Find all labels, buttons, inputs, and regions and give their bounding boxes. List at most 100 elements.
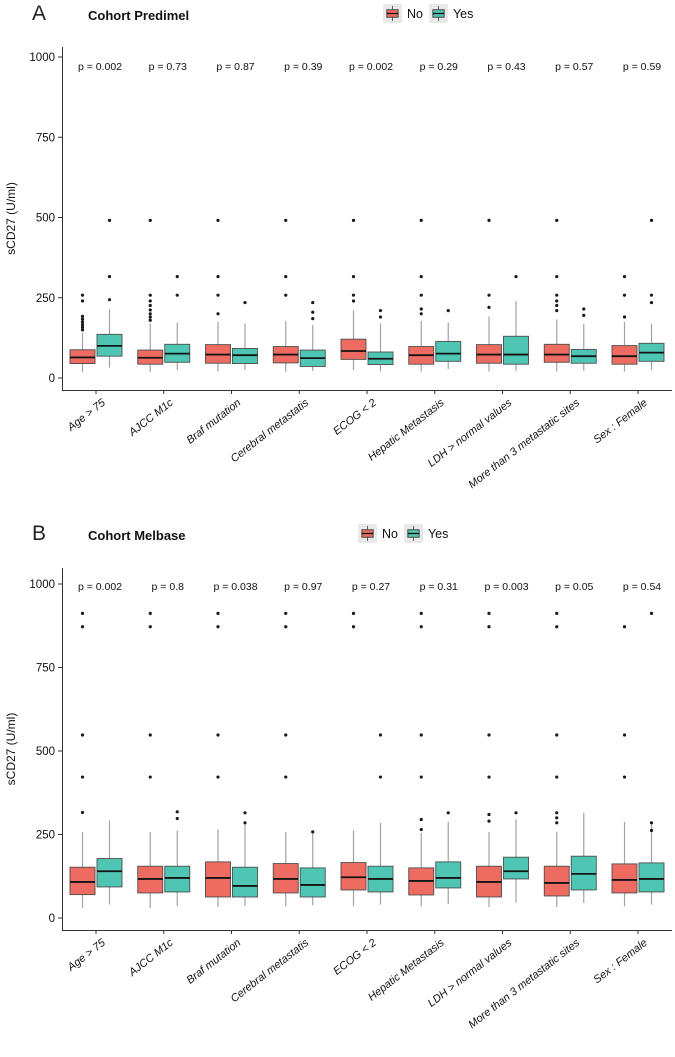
outlier-dot [419, 274, 423, 279]
x-category-label: ECOG < 2 [331, 397, 379, 438]
outlier-dot [378, 315, 383, 319]
outlier-dot [216, 218, 220, 222]
panel-title-b: Cohort Melbase [88, 528, 186, 543]
outlier-dot [649, 611, 654, 615]
outlier-dot [148, 299, 152, 303]
outlier-dot [80, 625, 85, 629]
outlier-dot [107, 298, 112, 302]
outlier-dot [216, 625, 220, 629]
outlier-dot [80, 328, 85, 332]
y-axis-title: sCD27 (U/ml) [4, 713, 18, 786]
legend-label-no: No [407, 6, 423, 21]
outlier-dot [284, 293, 288, 297]
y-tick-label: 0 [49, 373, 55, 385]
outlier-dot [419, 817, 423, 822]
boxplot-key-yes-icon [403, 524, 423, 543]
outlier-dot [148, 293, 152, 297]
y-tick-label: 500 [36, 213, 55, 225]
box-yes [164, 865, 191, 893]
box-no [611, 863, 638, 894]
box-yes [435, 861, 462, 889]
outlier-dot [311, 317, 315, 321]
outlier-dot [107, 274, 112, 279]
outlier-dot [216, 733, 220, 737]
outlier-dot [622, 315, 627, 319]
outlier-dot [487, 819, 491, 823]
outlier-dot [487, 812, 491, 817]
x-category-label: AJCC M1c [126, 397, 176, 440]
box-no [340, 862, 367, 891]
outlier-dot [419, 293, 423, 297]
outlier-dot [419, 775, 423, 779]
outlier-dot [148, 318, 152, 322]
outlier-dot [148, 303, 152, 308]
outlier-dot [311, 830, 315, 834]
outlier-dot [148, 611, 152, 615]
outlier-dot [622, 274, 627, 279]
boxplot-chart-b: 0 250 500 750 1000 sCD27 (U/ml) p = 0.002 Age >… [4, 568, 672, 1031]
outlier-dot [80, 314, 85, 318]
y-tick-label: 1000 [29, 579, 55, 591]
p-value-label: p = 0.87 [216, 61, 254, 73]
outlier-dot [487, 293, 491, 297]
outlier-dot [555, 293, 559, 297]
y-tick-label: 1000 [29, 52, 55, 64]
p-value-label: p = 0.59 [623, 61, 661, 73]
outlier-dot [514, 274, 518, 279]
legend-b: No Yes [358, 524, 448, 543]
p-value-label: p = 0.97 [284, 581, 322, 593]
outlier-dot [582, 313, 586, 318]
box-yes [503, 335, 529, 365]
outlier-dot [243, 300, 247, 305]
x-category-label: Braf mutation [184, 937, 243, 987]
outlier-dot [649, 300, 654, 305]
box-yes [96, 858, 123, 888]
outlier-dot [378, 733, 383, 737]
outlier-dot [351, 625, 356, 629]
outlier-dot [284, 775, 288, 779]
outlier-dot [284, 218, 288, 222]
outlier-dot [419, 733, 423, 737]
outlier-dot [80, 320, 85, 324]
outlier-dot [487, 611, 491, 615]
outlier-dot [351, 611, 356, 615]
outlier-dot [243, 811, 247, 815]
outlier-dot [419, 611, 423, 615]
outlier-dot [622, 775, 627, 779]
outlier-dot [555, 611, 559, 615]
outlier-dot [216, 274, 220, 279]
outlier-dot [555, 218, 559, 222]
outlier-dot [555, 625, 559, 629]
p-value-label: p = 0.003 [484, 581, 528, 593]
outlier-dot [419, 625, 423, 629]
outlier-dot [446, 308, 450, 313]
outlier-dot [80, 299, 85, 303]
outlier-dot [284, 625, 288, 629]
outlier-dot [80, 317, 85, 321]
panel-a: A Cohort Predimel No Yes 0 250 500 750 1000 s… [0, 0, 675, 520]
outlier-dot [555, 775, 559, 779]
outlier-dot [487, 775, 491, 779]
outlier-dot [419, 218, 423, 222]
box-no [611, 345, 638, 365]
outlier-dot [419, 307, 423, 311]
legend-item-no: No [383, 4, 423, 23]
y-tick-label: 250 [36, 830, 55, 842]
outlier-dot [419, 312, 423, 316]
box-no [543, 343, 570, 363]
outlier-dot [175, 293, 179, 297]
legend-label-yes: Yes [452, 6, 474, 21]
legend-label-yes: Yes [427, 526, 449, 541]
outlier-dot [555, 733, 559, 737]
boxplot-key-yes-icon [428, 4, 448, 23]
outlier-dot [243, 821, 247, 825]
outlier-dot [514, 811, 518, 815]
outlier-dot [80, 775, 85, 779]
y-axis-title: sCD27 (U/ml) [4, 182, 18, 255]
outlier-dot [107, 218, 112, 222]
p-value-label: p = 0.05 [555, 581, 593, 593]
outlier-dot [555, 274, 559, 279]
outlier-dot [80, 325, 85, 329]
outlier-dot [284, 611, 288, 615]
